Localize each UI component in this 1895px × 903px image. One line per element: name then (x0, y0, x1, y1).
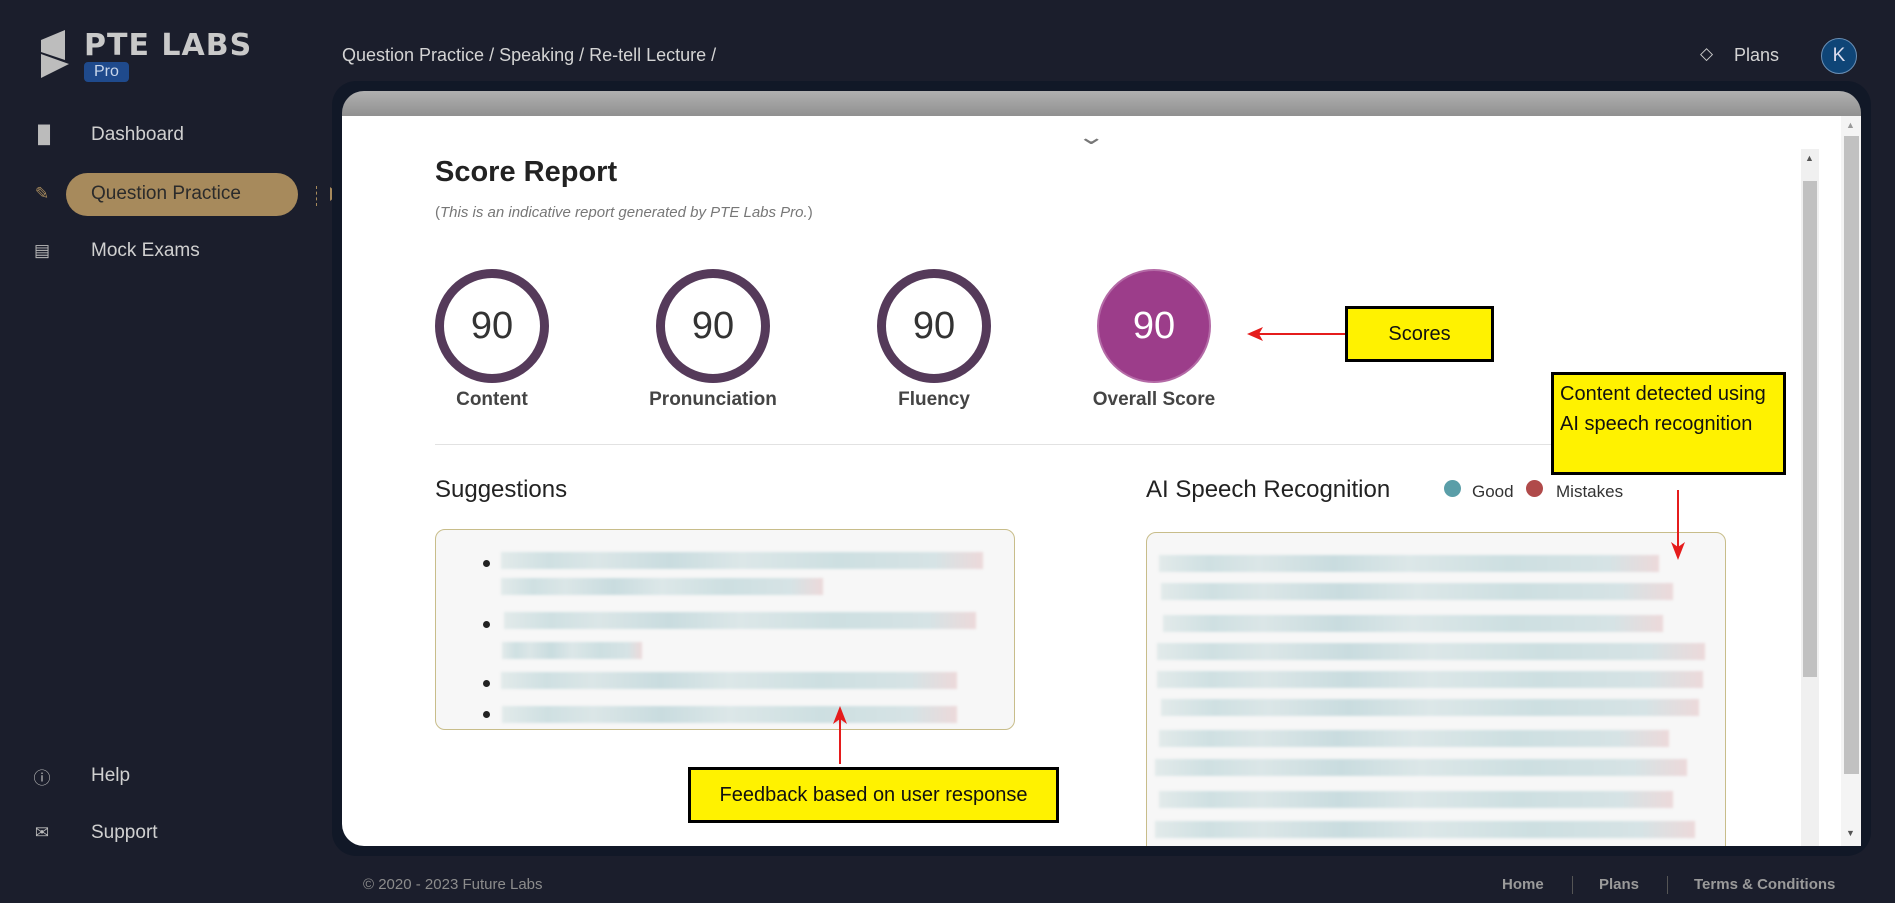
plans-link[interactable]: Plans (1734, 45, 1780, 65)
report-subtitle: (This is an indicative report generated … (435, 204, 813, 221)
scroll-up-icon[interactable]: ▲ (1846, 120, 1855, 130)
avatar[interactable]: K (1821, 38, 1857, 74)
score-label: Content (456, 389, 528, 410)
annotation-scores: Scores (1345, 306, 1494, 362)
footer-link-home[interactable]: Home (1502, 876, 1544, 893)
pronunciation-score: 90 (656, 269, 770, 383)
sidebar-item-label: Question Practice (91, 183, 241, 204)
chevron-down-icon[interactable]: ⌄ (1076, 124, 1106, 149)
annotation-arrow-icon (1247, 327, 1345, 341)
sidebar-item-help[interactable]: ⓘ Help (0, 754, 320, 798)
outer-scrollbar[interactable]: ▲ ▼ (1841, 116, 1861, 846)
overall-score: 90 (1097, 269, 1211, 383)
scrollbar-thumb[interactable] (1803, 181, 1817, 677)
legend-mistakes: Mistakes (1556, 482, 1624, 501)
inner-scrollbar[interactable]: ▲ (1801, 149, 1819, 846)
suggestions-box (435, 529, 1015, 730)
sidebar-item-mock-exams[interactable]: ▤ Mock Exams (0, 229, 320, 273)
breadcrumb: Question Practice / Speaking / Re-tell L… (342, 45, 717, 65)
edit-icon: ✎ (34, 184, 50, 203)
fluency-score: 90 (877, 269, 991, 383)
logo-icon (41, 30, 69, 78)
content-score: 90 (435, 269, 549, 383)
annotation-feedback: Feedback based on user response (688, 767, 1059, 823)
divider (1572, 876, 1573, 894)
sidebar-item-label: Help (91, 765, 131, 786)
active-nav-highlight (66, 173, 298, 216)
sidebar-item-label: Support (91, 822, 158, 843)
scroll-down-icon[interactable]: ▼ (1846, 828, 1855, 838)
score-label: Overall Score (1092, 389, 1216, 410)
sidebar-item-question-practice[interactable]: ✎ Question Practice (0, 172, 320, 216)
brand-name: PTE LABS (84, 28, 253, 63)
sidebar-item-label: Dashboard (91, 124, 184, 145)
divider (1667, 876, 1668, 894)
score-report-modal: ⌄ Score Report (This is an indicative re… (342, 116, 1861, 846)
suggestions-title: Suggestions (435, 476, 568, 503)
asr-transcript-box (1146, 532, 1726, 846)
legend-good: Good (1472, 482, 1514, 501)
sidebar-item-label: Mock Exams (91, 240, 200, 261)
support-icon: ✉ (34, 823, 50, 842)
sidebar-item-dashboard[interactable]: ▐▌ Dashboard (0, 113, 320, 157)
annotation-arrow-icon (1671, 490, 1685, 560)
pro-badge: Pro (84, 62, 129, 82)
copyright: © 2020 - 2023 Future Labs (363, 876, 543, 893)
scrollbar-thumb[interactable] (1844, 136, 1859, 774)
bar-chart-icon: ▐▌ (32, 125, 57, 144)
score-label: Fluency (898, 389, 970, 410)
mistakes-legend-dot (1526, 480, 1543, 497)
help-icon: ⓘ (33, 768, 51, 788)
footer-link-plans[interactable]: Plans (1599, 876, 1640, 893)
sidebar-item-support[interactable]: ✉ Support (0, 811, 320, 855)
diamond-icon: ◇ (1700, 44, 1714, 63)
scroll-up-icon[interactable]: ▲ (1805, 153, 1814, 163)
page-title: Score Report (435, 156, 618, 188)
good-legend-dot (1444, 480, 1461, 497)
footer-link-terms[interactable]: Terms & Conditions (1694, 876, 1836, 893)
annotation-arrow-icon (833, 706, 847, 764)
annotation-content-detected: Content detected using AI speech recogni… (1551, 372, 1786, 475)
divider (316, 186, 317, 206)
divider (435, 444, 1726, 445)
clipboard-icon: ▤ (33, 241, 51, 260)
asr-title: AI Speech Recognition (1146, 476, 1391, 503)
score-label: Pronunciation (649, 389, 777, 410)
